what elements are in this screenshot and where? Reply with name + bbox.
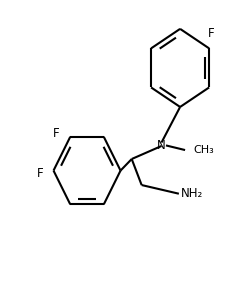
Text: F: F xyxy=(36,167,43,180)
Text: F: F xyxy=(208,27,214,40)
Text: NH₂: NH₂ xyxy=(181,187,203,200)
Text: F: F xyxy=(53,127,60,140)
Text: CH₃: CH₃ xyxy=(193,145,214,155)
Text: N: N xyxy=(156,140,165,152)
